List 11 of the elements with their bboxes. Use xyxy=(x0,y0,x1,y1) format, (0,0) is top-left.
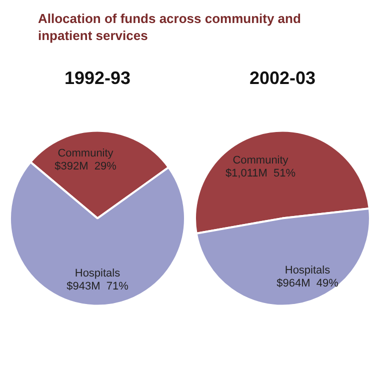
slice-label: Hospitals xyxy=(284,264,331,276)
slice-label: Community xyxy=(58,147,114,160)
data-label: $1,011M 51% xyxy=(225,167,296,180)
data-label: $392M 29% xyxy=(54,160,117,172)
data-label: $943M 71% xyxy=(66,280,129,292)
text: Allocation of funds across community and inpatient services xyxy=(38,10,302,44)
slice-label: Community xyxy=(232,154,289,166)
chart-title: 2002-03 xyxy=(249,68,316,88)
slice-label: Hospitals xyxy=(74,267,121,280)
data-label: $964M 49% xyxy=(276,277,339,290)
chart-title: 1992-93 xyxy=(64,68,131,88)
